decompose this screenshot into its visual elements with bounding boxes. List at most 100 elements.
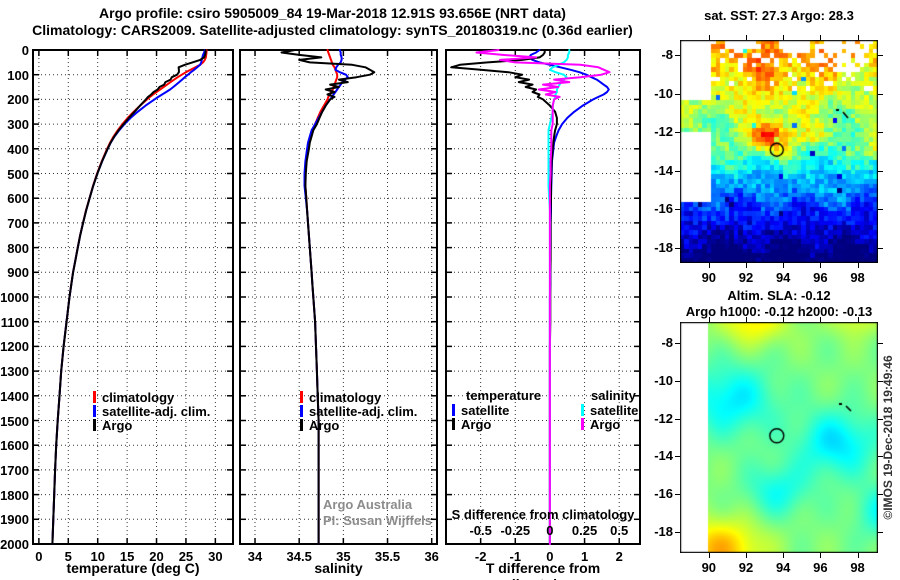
- depth-tick-label: 1600: [0, 438, 29, 454]
- map-tick: [675, 532, 680, 534]
- title-line-2: Climatology: CARS2009. Satellite-adjuste…: [32, 22, 633, 38]
- depth-tick-label: 2000: [0, 537, 29, 552]
- latitude-tick-label: -10: [654, 85, 673, 101]
- map-tick: [820, 263, 822, 268]
- difference-profile-plot: [445, 49, 641, 545]
- credit-line-1: Argo Australia: [323, 497, 413, 512]
- depth-tick-label: 1200: [0, 339, 29, 355]
- latitude-tick-label: -10: [654, 372, 673, 388]
- map-tick: [878, 532, 883, 534]
- s-difference-tick-label: -0.5: [469, 523, 492, 538]
- depth-tick-label: 300: [7, 117, 29, 133]
- x-tick-label: 5: [64, 549, 72, 564]
- s-satellite-line-swatch: [581, 404, 584, 416]
- map-tick: [857, 317, 859, 322]
- t-argo-line-swatch: [452, 418, 455, 430]
- latitude-tick-label: -12: [654, 124, 673, 140]
- x-tick-label: 34.5: [286, 549, 312, 564]
- latitude-tick-label: -12: [654, 410, 673, 426]
- latitude-tick-label: -18: [654, 239, 673, 255]
- map-tick: [857, 553, 859, 558]
- map-tick: [675, 380, 680, 382]
- legend-row: climatology: [300, 390, 417, 405]
- credit-text: Argo Australia PI: Susan Wijffels: [323, 497, 432, 529]
- map-tick: [708, 317, 710, 322]
- s-difference-tick-label: 0.5: [610, 523, 629, 538]
- map-tick: [857, 263, 859, 268]
- map-tick: [783, 317, 785, 322]
- s-difference-annotation: S difference from climatology: [451, 507, 635, 522]
- s-difference-tick-label: 0.25: [571, 523, 598, 538]
- map-tick: [708, 553, 710, 558]
- x-tick-label: 36: [424, 549, 439, 564]
- map-tick: [878, 494, 883, 496]
- map-tick: [878, 247, 883, 249]
- map-tick: [878, 456, 883, 458]
- x-tick-label: 20: [149, 549, 164, 564]
- depth-tick-label: 900: [7, 265, 29, 281]
- x-tick-label: 35.5: [374, 549, 401, 564]
- longitude-tick-label: 92: [738, 270, 754, 285]
- depth-tick-label: 1900: [0, 512, 29, 528]
- legend-label: satellite-adj. clim.: [309, 403, 418, 419]
- legend-label: climatology: [102, 389, 175, 405]
- latitude-tick-label: -18: [654, 524, 673, 540]
- depth-tick-label: 1100: [0, 314, 29, 330]
- map-tick: [857, 35, 859, 40]
- longitude-tick-label: 90: [701, 270, 717, 285]
- map-tick: [878, 380, 883, 382]
- map-tick: [878, 342, 883, 344]
- latitude-tick-label: -16: [654, 201, 673, 217]
- map-tick: [878, 209, 883, 211]
- map-tick: [783, 263, 785, 268]
- depth-tick-label: 1400: [0, 388, 29, 404]
- t-difference-axis-label: T difference from climatology: [485, 560, 601, 580]
- s-difference-tick-label: 0: [546, 523, 554, 538]
- longitude-tick-label: 94: [775, 270, 791, 285]
- sst-map-title: sat. SST: 27.3 Argo: 28.3: [704, 8, 854, 23]
- climatology-line-swatch: [93, 391, 96, 403]
- legend-row: satellite: [581, 403, 638, 418]
- legend-label: satellite: [461, 402, 510, 418]
- map-tick: [878, 55, 883, 57]
- map-tick: [820, 317, 822, 322]
- latitude-tick-label: -14: [654, 162, 673, 178]
- map-tick: [708, 35, 710, 40]
- legend-row: satellite: [452, 402, 541, 418]
- x-tick-label: 34: [247, 549, 263, 564]
- legend-row: climatology: [93, 389, 210, 405]
- depth-tick-label: 1700: [0, 462, 29, 478]
- legend-label: Argo: [461, 416, 492, 432]
- map-tick: [675, 132, 680, 134]
- longitude-tick-label: 98: [850, 560, 865, 575]
- latitude-tick-label: -8: [661, 47, 673, 63]
- map-tick: [675, 456, 680, 458]
- map-tick: [675, 247, 680, 249]
- x-tick-label: 15: [119, 549, 135, 564]
- x-tick-label: 0: [546, 549, 554, 564]
- depth-tick-label: 400: [7, 141, 29, 157]
- temperature-axis-label: temperature (deg C): [66, 560, 200, 576]
- temperature-legend: climatology satellite-adj. clim. Argo: [93, 389, 210, 433]
- sst-map-canvas: [680, 40, 878, 263]
- x-tick-label: 35: [336, 549, 351, 564]
- legend-row: satellite-adj. clim.: [93, 404, 210, 419]
- legend-label: Argo: [590, 416, 621, 432]
- map-tick: [878, 418, 883, 420]
- map-tick: [708, 263, 710, 268]
- legend-header: salinity: [591, 388, 636, 403]
- longitude-tick-label: 90: [701, 560, 717, 575]
- satellite-adj-line-swatch: [300, 405, 303, 417]
- temperature-profile-plot: [32, 49, 234, 545]
- credit-line-2: PI: Susan Wijffels: [323, 513, 432, 528]
- map-tick: [878, 132, 883, 134]
- depth-tick-label: 1000: [0, 290, 29, 305]
- climatology-line-swatch: [300, 391, 303, 403]
- x-tick-label: 1: [580, 549, 589, 564]
- x-tick-label: -1: [509, 549, 522, 564]
- depth-tick-label: 1800: [0, 487, 29, 503]
- x-tick-label: -2: [474, 549, 487, 564]
- map-tick: [783, 35, 785, 40]
- map-tick: [878, 170, 883, 172]
- x-tick-label: 30: [208, 549, 223, 564]
